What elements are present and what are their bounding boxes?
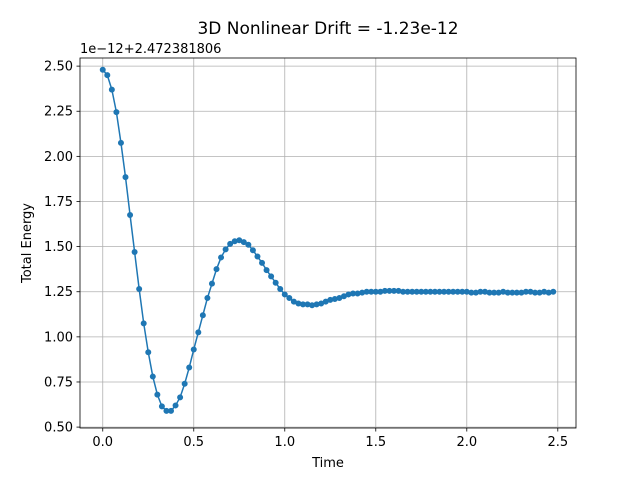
y-tick-label: 0.50 [44, 421, 73, 436]
data-point [181, 380, 188, 387]
x-tick-label: 0.0 [92, 435, 113, 450]
data-point [286, 295, 293, 302]
y-tick-label: 0.75 [44, 375, 73, 390]
data-point [177, 394, 184, 401]
data-point [240, 239, 247, 246]
x-tick-label: 0.5 [183, 435, 204, 450]
data-point [249, 247, 256, 254]
data-point [104, 72, 111, 79]
data-point [131, 249, 138, 256]
data-point [108, 86, 115, 93]
data-point [213, 266, 220, 273]
y-tick-label: 1.25 [44, 285, 73, 300]
data-point [190, 346, 197, 353]
data-point [172, 402, 179, 409]
data-series [99, 66, 557, 414]
data-point [272, 279, 279, 286]
y-axis-label: Total Energy [20, 203, 35, 284]
x-tick-label: 2.5 [547, 435, 568, 450]
data-point [136, 286, 143, 293]
data-point [122, 174, 129, 181]
data-point [222, 246, 229, 253]
data-point [168, 407, 175, 414]
y-axis-offset-text: 1e−12+2.472381806 [80, 42, 221, 57]
chart-title: 3D Nonlinear Drift = -1.23e-12 [197, 19, 458, 39]
y-tick-label: 2.25 [44, 105, 73, 120]
data-point [245, 241, 252, 248]
data-point [227, 240, 234, 247]
data-point [158, 403, 165, 410]
y-tick-label: 2.00 [44, 150, 73, 165]
x-tick-label: 1.5 [365, 435, 386, 450]
data-point [277, 286, 284, 293]
x-tick-label: 2.0 [456, 435, 477, 450]
data-point [204, 295, 211, 302]
data-point [259, 259, 266, 266]
data-point [208, 280, 215, 287]
data-point [199, 312, 206, 319]
data-point [145, 349, 152, 356]
data-point [113, 109, 120, 116]
data-point [117, 139, 124, 146]
data-point [218, 254, 225, 261]
y-tick-label: 1.00 [44, 330, 73, 345]
y-tick-label: 1.75 [44, 195, 73, 210]
data-point [268, 273, 275, 280]
plot-frame [79, 57, 577, 429]
x-tick-label: 1.0 [274, 435, 295, 450]
data-point [149, 373, 156, 380]
data-point [263, 267, 270, 274]
data-point [254, 253, 261, 260]
data-point [127, 212, 134, 219]
data-point [154, 391, 161, 398]
x-axis-label: Time [311, 456, 344, 471]
data-point [140, 320, 147, 327]
axis-ticks: 0.0 0.5 1.0 1.5 2.0 2.5 0.50 0.75 1.00 1.25 1.50 1.… [44, 60, 568, 450]
data-point [281, 291, 288, 298]
data-point [186, 364, 193, 371]
data-point [99, 66, 106, 73]
data-point [550, 288, 557, 295]
grid [80, 58, 576, 428]
y-tick-label: 2.50 [44, 60, 73, 75]
data-point [195, 329, 202, 336]
y-tick-label: 1.50 [44, 240, 73, 255]
